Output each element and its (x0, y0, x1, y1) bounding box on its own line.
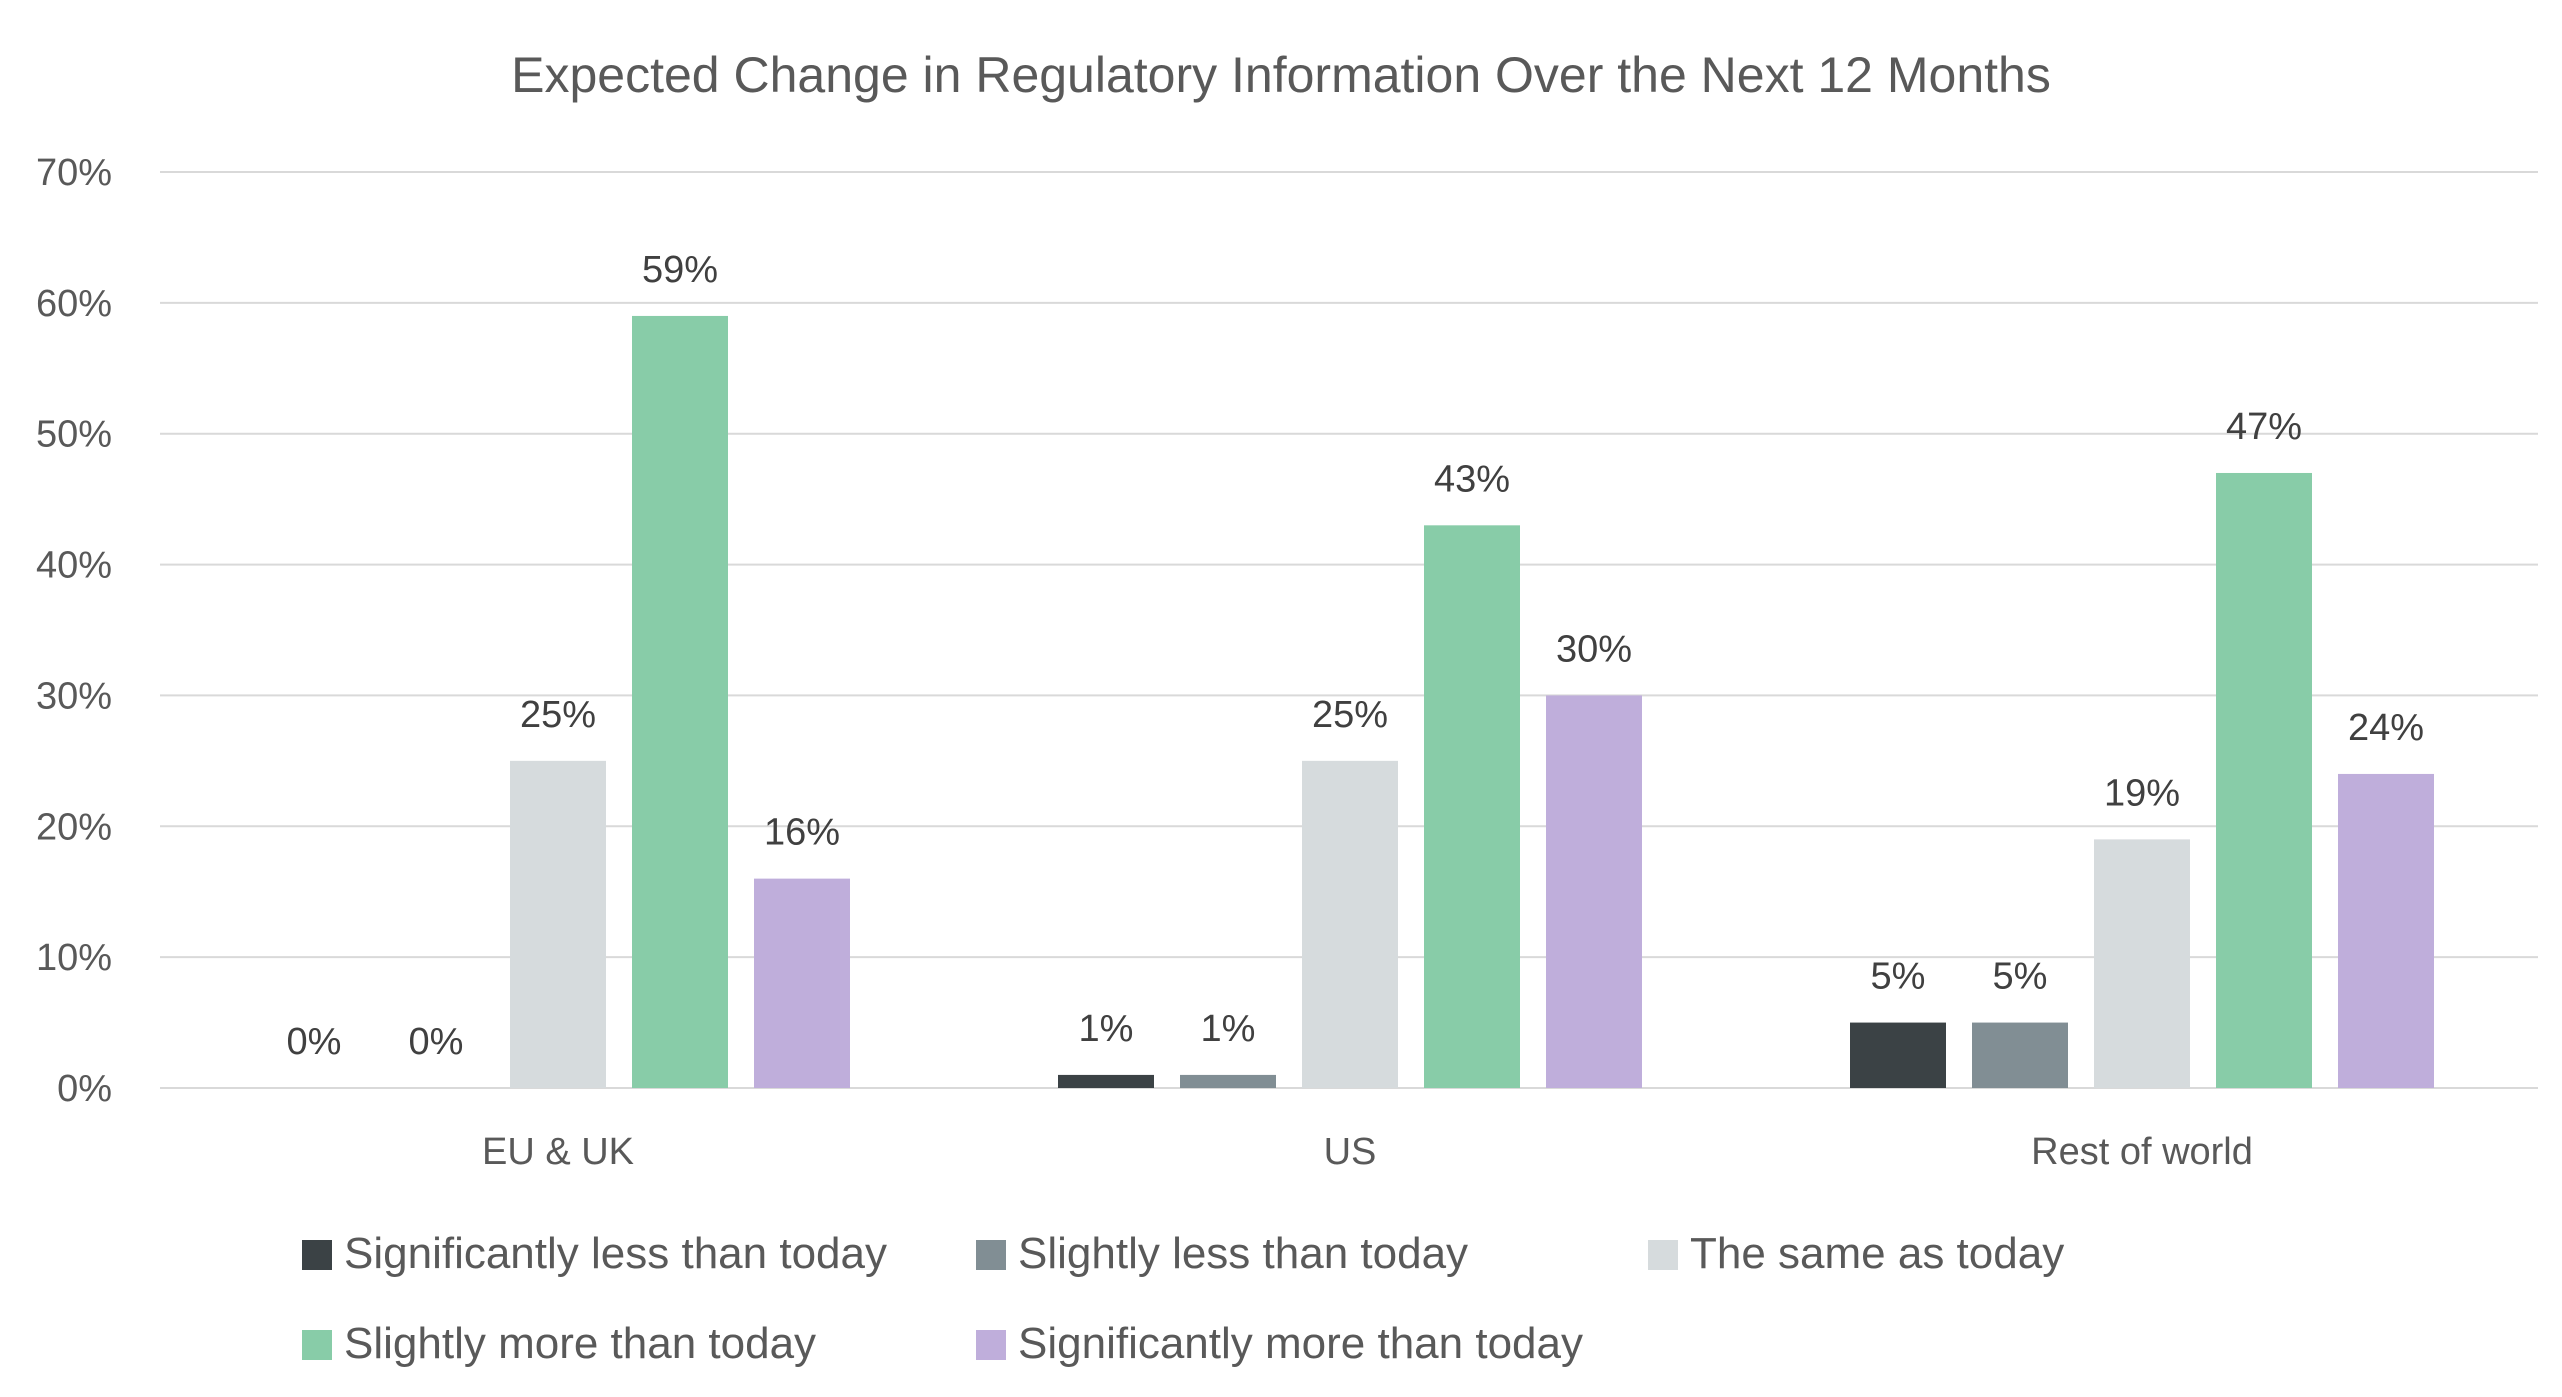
bar (1546, 695, 1642, 1088)
chart-title: Expected Change in Regulatory Informatio… (511, 47, 2051, 103)
data-label: 1% (1201, 1008, 1256, 1050)
legend-swatch (302, 1330, 332, 1360)
bar (1972, 1022, 2068, 1088)
x-axis-categories: EU & UK US Rest of world (482, 1131, 2253, 1173)
y-tick-label: 30% (36, 675, 112, 717)
bar (1180, 1074, 1276, 1088)
data-label: 19% (2104, 772, 2180, 814)
y-tick-label: 20% (36, 806, 112, 848)
legend-label: Significantly less than today (344, 1229, 887, 1278)
data-label: 5% (1871, 956, 1926, 998)
data-label: 0% (409, 1021, 464, 1063)
bar (632, 315, 728, 1088)
bar (1058, 1074, 1154, 1088)
legend-label: Significantly more than today (1018, 1319, 1583, 1368)
data-label: 16% (764, 812, 840, 854)
y-tick-label: 40% (36, 545, 112, 587)
data-labels: 0% 0% 25% 59% 16% 1% 1% 25% 43% 30% 5% 5% 19% 47% 24% (287, 249, 2424, 1063)
legend-item: Significantly more than today (976, 1319, 1583, 1368)
data-label: 5% (1993, 956, 2048, 998)
bar (2216, 472, 2312, 1088)
bar (1850, 1022, 1946, 1088)
legend-label: Slightly more than today (344, 1319, 816, 1368)
category-label: Rest of world (2031, 1131, 2253, 1173)
y-tick-label: 10% (36, 937, 112, 979)
data-label: 0% (287, 1021, 342, 1063)
legend-swatch (1648, 1240, 1678, 1270)
category-label: US (1324, 1131, 1377, 1173)
y-axis-ticks: 0% 10% 20% 30% 40% 50% 60% 70% (36, 152, 112, 1110)
y-tick-label: 0% (57, 1068, 112, 1110)
y-tick-label: 70% (36, 152, 112, 194)
data-label: 25% (1312, 694, 1388, 736)
bar (1424, 525, 1520, 1088)
bar (2338, 773, 2434, 1088)
data-label: 47% (2226, 406, 2302, 448)
y-tick-label: 50% (36, 414, 112, 456)
legend-item: Slightly more than today (302, 1319, 816, 1368)
bar (510, 760, 606, 1088)
legend-label: The same as today (1690, 1229, 2064, 1278)
legend-swatch (302, 1240, 332, 1270)
legend-label: Slightly less than today (1018, 1229, 1468, 1278)
legend-item: Significantly less than today (302, 1229, 887, 1278)
data-label: 24% (2348, 707, 2424, 749)
legend-swatch (976, 1240, 1006, 1270)
bar (2094, 839, 2190, 1088)
bar (1302, 760, 1398, 1088)
legend-item: The same as today (1648, 1229, 2064, 1278)
data-label: 30% (1556, 628, 1632, 670)
category-label: EU & UK (482, 1131, 634, 1173)
legend-item: Slightly less than today (976, 1229, 1468, 1278)
y-tick-label: 60% (36, 283, 112, 325)
data-label: 43% (1434, 458, 1510, 500)
legend-swatch (976, 1330, 1006, 1360)
data-label: 59% (642, 249, 718, 291)
legend: Significantly less than today Slightly le… (302, 1229, 2064, 1368)
data-label: 1% (1079, 1008, 1134, 1050)
bar (754, 878, 850, 1088)
data-label: 25% (520, 694, 596, 736)
bars (510, 315, 2434, 1088)
